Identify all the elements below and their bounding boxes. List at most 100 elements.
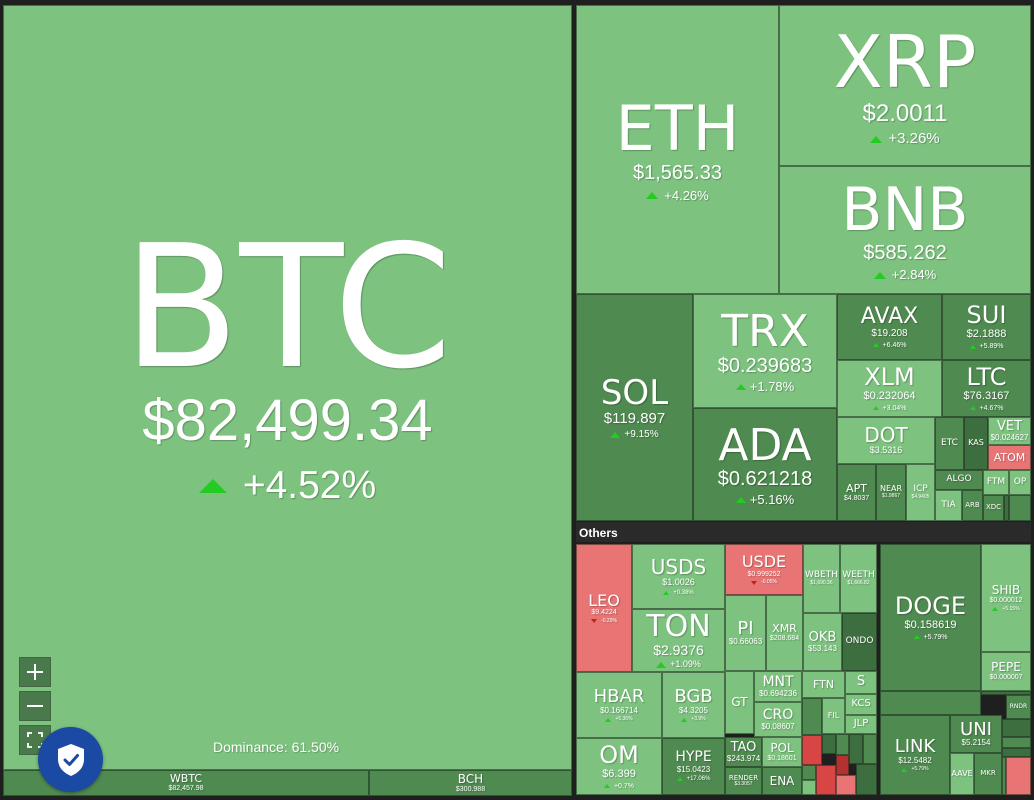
- filler-tile[interactable]: [1006, 757, 1031, 795]
- zoom-in-button[interactable]: [19, 657, 51, 687]
- coin-tile-eth[interactable]: ETH $1,565.33 +4.26%: [576, 5, 779, 294]
- coin-tile-wbeth[interactable]: WBETH $1,690.36: [803, 544, 840, 613]
- coin-tile-ondo[interactable]: ONDO: [842, 613, 877, 671]
- coin-symbol: BNB: [841, 174, 969, 245]
- coin-tile-cro[interactable]: CRO $0.08607: [754, 702, 802, 737]
- coin-tile-bgb[interactable]: BGB $4.3205 +3.9%: [662, 672, 725, 738]
- coin-symbol: ETC: [941, 437, 958, 448]
- filler-tile[interactable]: [822, 734, 836, 754]
- filler-tile[interactable]: [836, 775, 856, 795]
- coin-tile-ftn[interactable]: FTN: [802, 671, 845, 698]
- coin-tile-aave[interactable]: AAVE: [950, 753, 974, 795]
- coin-tile-rndr[interactable]: RNDR: [1006, 695, 1031, 719]
- filler-tile[interactable]: [802, 698, 822, 735]
- coin-tile-doge[interactable]: DOGE $0.158619 +5.79%: [880, 544, 981, 691]
- coin-tile-s[interactable]: S: [845, 671, 877, 694]
- coin-tile-bnb[interactable]: BNB $585.262 +2.84%: [779, 166, 1031, 294]
- coin-tile-tao[interactable]: TAO $243.974: [725, 737, 762, 767]
- coin-tile-ltc[interactable]: LTC $76.3167 +4.67%: [942, 360, 1031, 417]
- coin-tile-weeth[interactable]: WEETH $1,666.82: [840, 544, 877, 613]
- coin-change-value: +1.09%: [670, 659, 701, 670]
- coin-tile-sui[interactable]: SUI $2.1888 +5.89%: [942, 294, 1031, 360]
- coin-tile-op[interactable]: OP: [1009, 470, 1031, 495]
- coin-tile-om[interactable]: OM $6.399 +0.7%: [576, 738, 662, 795]
- coin-price: $3.3057: [734, 781, 753, 788]
- coin-tile-pi[interactable]: PI $0.66063: [725, 595, 766, 671]
- filler-tile[interactable]: [836, 755, 849, 775]
- coin-tile-render[interactable]: RENDER $3.3057: [725, 767, 762, 795]
- arrow-up-icon: [735, 497, 746, 504]
- filler-tile[interactable]: [836, 734, 849, 755]
- coin-tile-pol[interactable]: POL $0.18601: [762, 737, 802, 767]
- filler-tile[interactable]: [1009, 495, 1031, 521]
- coin-change-value: +5.79%: [923, 633, 948, 641]
- filler-tile[interactable]: [1004, 495, 1009, 521]
- coin-symbol: SOL: [600, 372, 669, 413]
- coin-tile-xlm[interactable]: XLM $0.232064 +3.04%: [837, 360, 942, 417]
- coin-tile-uni[interactable]: UNI $5.2154: [950, 715, 1002, 753]
- coin-tile-pepe[interactable]: PEPE $0.000007: [981, 652, 1031, 691]
- coin-price: $0.18601: [767, 754, 797, 762]
- coin-change-value: +5.16%: [749, 492, 795, 508]
- coin-tile-near[interactable]: NEAR $1.9867: [876, 464, 906, 521]
- coin-change: +4.52%: [198, 464, 376, 507]
- coin-tile-kas[interactable]: KAS: [964, 417, 988, 470]
- coin-tile-usds[interactable]: USDS $1.0026 +0.38%: [632, 544, 725, 609]
- coin-tile-hbar[interactable]: HBAR $0.166714 +5.36%: [576, 672, 662, 738]
- coin-symbol: WBETH: [804, 569, 839, 580]
- filler-tile[interactable]: [1002, 748, 1031, 757]
- coin-tile-ena[interactable]: ENA: [762, 767, 802, 795]
- coin-tile-ada[interactable]: ADA $0.621218 +5.16%: [693, 408, 837, 521]
- coin-tile-icp[interactable]: ICP $4.9405: [906, 464, 935, 521]
- coin-price: $208.684: [769, 635, 800, 643]
- coin-tile-link[interactable]: LINK $12.5482 +5.79%: [880, 715, 950, 795]
- coin-tile-tia[interactable]: TIA: [935, 490, 962, 521]
- filler-tile[interactable]: [863, 734, 877, 764]
- coin-tile-sol[interactable]: SOL $119.897 +9.15%: [576, 294, 693, 521]
- coin-tile-xrp[interactable]: XRP $2.0011 +3.26%: [779, 5, 1031, 166]
- coin-tile-jlp[interactable]: JLP: [845, 715, 877, 734]
- coin-tile-mkr[interactable]: MKR: [974, 753, 1002, 795]
- coin-tile-hype[interactable]: HYPE $15.0423 +17.06%: [662, 738, 725, 795]
- coin-tile-btc[interactable]: BTC $82,499.34 +4.52%: [3, 5, 572, 770]
- coin-tile-atom[interactable]: ATOM: [988, 445, 1031, 470]
- coin-tile-mnt[interactable]: MNT $0.694236: [754, 671, 802, 702]
- coin-tile-gt[interactable]: GT: [725, 671, 754, 734]
- coin-tile-ftm[interactable]: FTM: [983, 470, 1009, 495]
- filler-tile[interactable]: [802, 765, 816, 780]
- coin-tile-kcs[interactable]: KCS: [845, 694, 877, 715]
- coin-tile-leo[interactable]: LEO $9.4224 -0.29%: [576, 544, 632, 672]
- arrow-up-icon: [646, 192, 659, 200]
- coin-tile-vet[interactable]: VET $0.024627: [988, 417, 1031, 445]
- coin-symbol: SUI: [966, 301, 1007, 330]
- coin-tile-apt[interactable]: APT $4.8037: [837, 464, 876, 521]
- filler-tile[interactable]: [1002, 719, 1031, 737]
- filler-tile[interactable]: [1002, 757, 1006, 795]
- coin-tile-dot[interactable]: DOT $3.5316: [837, 417, 935, 464]
- coin-change-value: +5.36%: [615, 716, 633, 723]
- filler-tile[interactable]: [1002, 737, 1031, 748]
- coin-tile-bch[interactable]: BCH $300.988: [369, 770, 572, 796]
- coin-tile-usde[interactable]: USDE $0.999252 -0.05%: [725, 544, 803, 595]
- filler-tile[interactable]: [981, 691, 1031, 695]
- filler-tile[interactable]: [880, 691, 981, 715]
- filler-tile[interactable]: [849, 734, 863, 764]
- zoom-out-button[interactable]: [19, 691, 51, 721]
- coin-tile-okb[interactable]: OKB $53.143: [803, 613, 842, 671]
- coin-symbol: USDE: [741, 552, 787, 572]
- coin-tile-xdc[interactable]: XDC: [983, 495, 1004, 521]
- coin-tile-etc[interactable]: ETC: [935, 417, 964, 470]
- filler-tile[interactable]: [856, 764, 877, 795]
- coin-tile-xmr[interactable]: XMR $208.684: [766, 595, 803, 671]
- coin-tile-avax[interactable]: AVAX $19.208 +6.46%: [837, 294, 942, 360]
- coin-tile-trx[interactable]: TRX $0.239683 +1.78%: [693, 294, 837, 408]
- coin-tile-ton[interactable]: TON $2.9376 +1.09%: [632, 609, 725, 672]
- filler-tile[interactable]: [802, 780, 816, 795]
- security-badge-button[interactable]: [38, 727, 103, 792]
- coin-tile-algo[interactable]: ALGO: [935, 470, 983, 490]
- filler-tile[interactable]: [802, 735, 822, 765]
- coin-tile-arb[interactable]: ARB: [962, 490, 983, 521]
- coin-tile-fil[interactable]: FIL: [822, 698, 845, 734]
- filler-tile[interactable]: [816, 765, 836, 795]
- coin-tile-shib[interactable]: SHIB $0.000012 +5.15%: [981, 544, 1031, 652]
